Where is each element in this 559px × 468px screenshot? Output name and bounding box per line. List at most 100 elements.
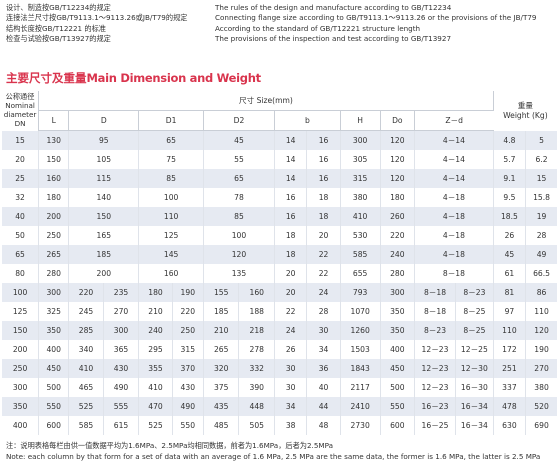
table-cell: 49	[525, 245, 557, 264]
table-cell: 26	[274, 340, 308, 359]
table-cell: 190	[172, 283, 204, 302]
table-cell: 30	[306, 321, 341, 340]
table-cell: 2730	[340, 416, 381, 435]
intro-chinese-column: 设计、制造按GB/T12234的规定 连接法兰尺寸按GB/T9113.1～911…	[6, 3, 214, 45]
table-cell: 270	[103, 302, 140, 321]
table-cell: 465	[68, 378, 104, 397]
table-row: 150 350 285 300 240 250 210 218 24 30 1260 350 8－23 8…	[2, 321, 557, 340]
table-cell: 585	[68, 416, 104, 435]
table-cell: 18	[274, 226, 308, 245]
table-cell: 16	[274, 188, 308, 207]
table-cell: 85	[138, 169, 204, 188]
table-cell: 16－34	[455, 397, 494, 416]
note-cn: 注：说明表格每栏由供一值数据平均为1.6MPa、2.5MPa均相同数据，前者为1…	[6, 441, 334, 450]
table-cell: 365	[103, 340, 140, 359]
table-cell: 145	[138, 245, 204, 264]
table-cell: 1503	[340, 340, 381, 359]
header-col-D2: D2	[203, 110, 276, 131]
table-cell: 78	[203, 188, 276, 207]
table-cell: 285	[68, 321, 104, 340]
table-cell: 332	[238, 359, 276, 378]
intro-en-line: Connecting flange size according to GB/T…	[215, 13, 537, 23]
table-cell: 390	[238, 378, 276, 397]
table-body: 15 130 95 65 45 14 16 300 120 4－14 4.8 5 20 150 105 75 5…	[2, 130, 557, 435]
table-cell: 8－23	[455, 283, 494, 302]
section-title-cn: 主要尺寸及重量	[6, 71, 87, 85]
header-nominal-dn: DN	[14, 118, 26, 128]
table-cell: 4－18	[414, 245, 494, 264]
table-cell: 86	[525, 283, 557, 302]
table-cell: 185	[203, 302, 240, 321]
table-cell: 315	[340, 169, 381, 188]
table-cell: 115	[68, 169, 140, 188]
table-cell: 8－25	[455, 302, 494, 321]
header-col-b: b	[274, 110, 341, 131]
header-weight-cn: 重量	[517, 100, 533, 110]
table-cell: 55	[203, 150, 276, 169]
table-cell: 450	[380, 359, 416, 378]
table-notes: 注：说明表格每栏由供一值数据平均为1.6MPa、2.5MPa均相同数据，前者为1…	[6, 441, 559, 462]
table-cell: 85	[203, 207, 276, 226]
table-cell: 555	[103, 397, 140, 416]
table-cell: 1070	[340, 302, 381, 321]
table-cell: 430	[103, 359, 140, 378]
table-cell: 200	[68, 264, 140, 283]
table-cell: 530	[340, 226, 381, 245]
table-cell: 400	[38, 340, 70, 359]
table-cell: 16－30	[455, 378, 494, 397]
table-cell: 315	[172, 340, 204, 359]
dimension-weight-table: 公称通径 Nominal diameter DN 尺寸 Size(mm) 重量 …	[2, 91, 557, 435]
table-cell: 12－25	[455, 340, 494, 359]
table-row: 350 550 525 555 470 490 435 448 34 44 2410 550 16－23…	[2, 397, 557, 416]
table-cell: 200	[38, 207, 70, 226]
table-cell: 30	[274, 378, 308, 397]
table-cell: 120	[203, 245, 276, 264]
table-cell: 16	[306, 130, 341, 150]
table-cell: 190	[525, 340, 557, 359]
table-cell: 110	[138, 207, 204, 226]
table-cell: 1260	[340, 321, 381, 340]
table-cell: 160	[238, 283, 276, 302]
table-row: 80 280 200 160 135 20 22 655 280 8－18 61 66.5	[2, 264, 557, 283]
table-cell: 550	[380, 397, 416, 416]
table-cell: 220	[172, 302, 204, 321]
table-cell: 20	[306, 226, 341, 245]
table-cell: 295	[138, 340, 173, 359]
table-cell: 150	[2, 321, 40, 340]
table-row: 125 325 245 270 210 220 185 188 22 28 1070 350 8－18 8…	[2, 302, 557, 321]
header-col-D1: D1	[138, 110, 204, 131]
header-col-D: D	[68, 110, 140, 131]
table-cell: 8－18	[414, 302, 456, 321]
table-row: 50 250 165 125 100 18 20 530 220 4－18 26 28	[2, 226, 557, 245]
table-cell: 300	[38, 283, 70, 302]
table-cell: 14	[274, 150, 308, 169]
intro-cn-line: 结构长度按GB/T12221 的标准	[6, 23, 106, 33]
table-cell: 120	[380, 130, 416, 150]
table-cell: 375	[203, 378, 240, 397]
table-cell: 97	[493, 302, 527, 321]
table-cell: 200	[2, 340, 40, 359]
header-nominal-en2: diameter	[3, 109, 37, 119]
table-cell: 15	[525, 169, 557, 188]
table-cell: 4－18	[414, 188, 494, 207]
table-cell: 100	[2, 283, 40, 302]
table-cell: 380	[525, 378, 557, 397]
table-cell: 490	[172, 397, 204, 416]
table-cell: 300	[2, 378, 40, 397]
table-cell: 65	[138, 130, 204, 150]
intro-cn-line: 连接法兰尺寸按GB/T9113.1～9113.26或JB/T79的规定	[6, 13, 188, 23]
table-cell: 520	[525, 397, 557, 416]
header-nominal-en1: Nominal	[5, 100, 35, 110]
table-cell: 240	[138, 321, 173, 340]
table-cell: 28	[306, 302, 341, 321]
table-cell: 16－23	[414, 397, 456, 416]
table-cell: 6.2	[525, 150, 557, 169]
table-cell: 300	[340, 130, 381, 150]
table-header: 公称通径 Nominal diameter DN 尺寸 Size(mm) 重量 …	[2, 91, 557, 131]
table-cell: 110	[525, 302, 557, 321]
table-cell: 14	[274, 130, 308, 150]
table-cell: 220	[68, 283, 104, 302]
table-cell: 630	[493, 416, 527, 435]
table-cell: 280	[38, 264, 70, 283]
header-nominal-diameter: 公称通径 Nominal diameter DN	[2, 91, 40, 131]
